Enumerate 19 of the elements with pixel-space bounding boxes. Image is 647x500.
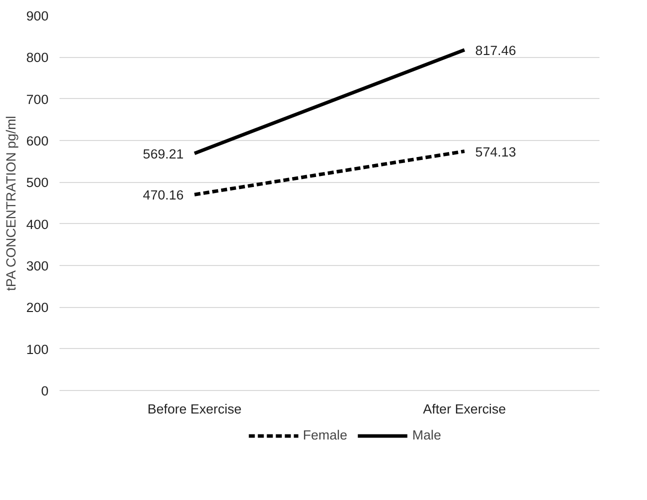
y-tick-label: 300 (26, 258, 49, 274)
y-tick-label: 900 (26, 8, 49, 24)
legend-label: Male (412, 428, 442, 442)
y-axis-title: tPA CONCENTRATION pg/ml (3, 116, 18, 291)
y-tick-label: 200 (26, 300, 49, 316)
y-tick-label: 800 (26, 50, 49, 66)
data-label: 470.16 (142, 188, 184, 203)
y-tick-label: 600 (26, 134, 49, 148)
y-tick-label: 100 (26, 342, 49, 357)
y-tick-label: 0 (41, 384, 49, 398)
data-label: 817.46 (475, 42, 516, 58)
y-tick-label: 500 (26, 175, 49, 190)
data-label: 574.13 (475, 144, 516, 160)
legend-label: Female (302, 428, 348, 442)
y-tick-label: 400 (26, 216, 49, 232)
data-label: 569.21 (142, 146, 184, 162)
y-tick-label: 700 (26, 92, 49, 107)
x-tick-label: After Exercise (423, 402, 506, 416)
x-tick-label: Before Exercise (147, 402, 242, 416)
